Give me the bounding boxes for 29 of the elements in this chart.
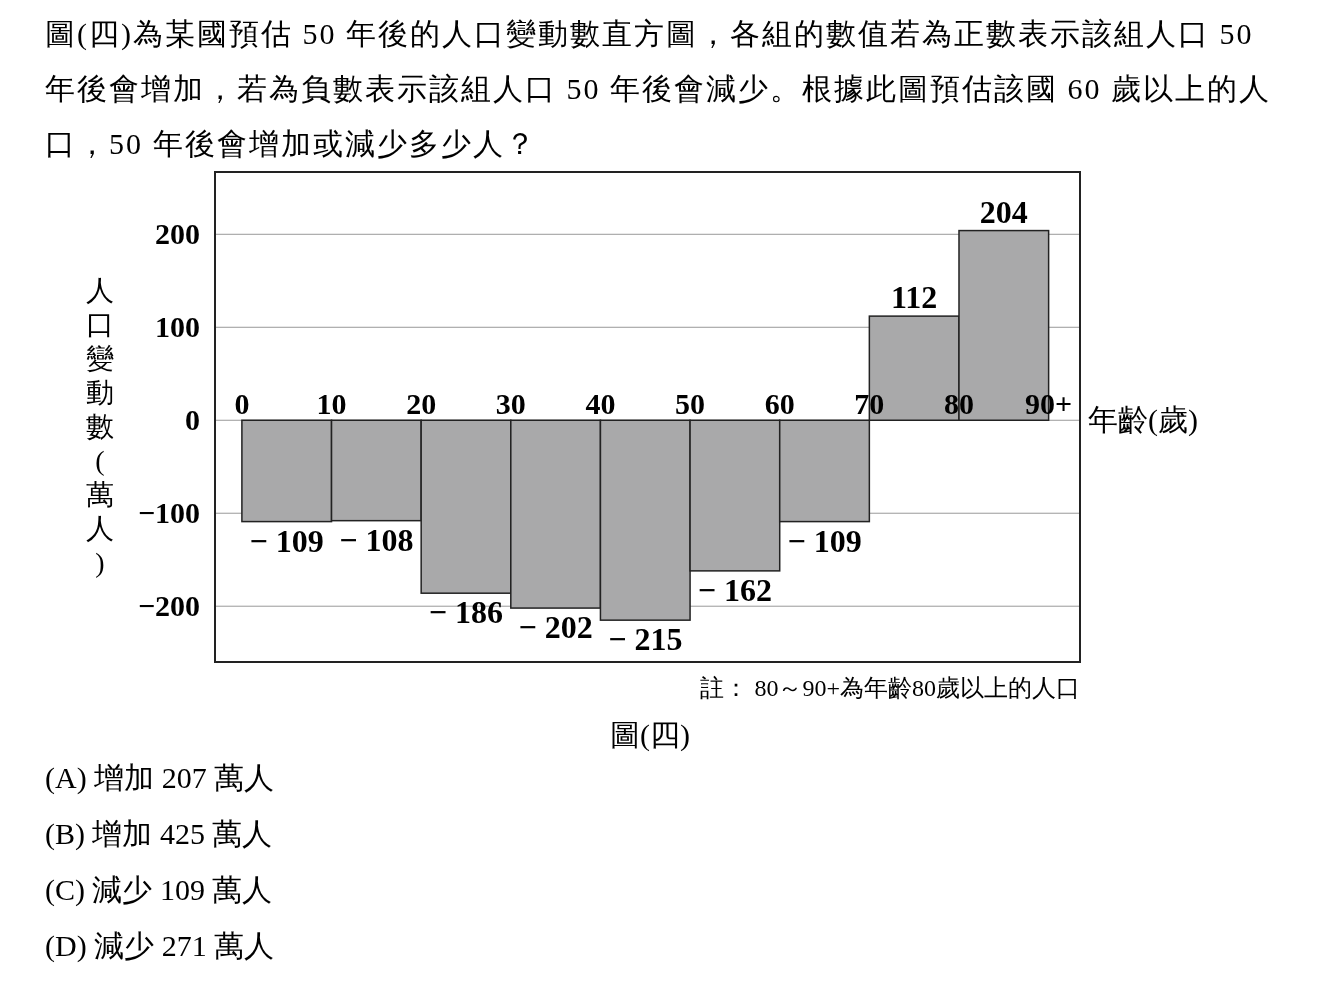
x-tick-label: 20 (406, 387, 437, 421)
text: 人口變動數(萬人) (86, 275, 114, 578)
data-label: − 109 (249, 522, 324, 559)
data-label: − 109 (787, 522, 862, 559)
x-tick-label: 60 (764, 387, 795, 421)
x-tick-label: 40 (585, 387, 616, 421)
y-tick-label: −100 (137, 496, 200, 530)
x-tick-label: 0 (234, 387, 250, 421)
y-tick-label: 200 (155, 217, 200, 251)
data-label: − 215 (608, 621, 683, 658)
text: 註： 80～90+為年齡80歲以上的人口 (700, 675, 1080, 701)
data-label: 112 (891, 279, 938, 316)
chart-title: 圖(四)為某國預估 50 年後的人口變動數直方圖，各組的數值若為正數表示該組人口 50 年後會增加，若為負數表示該組人口 50 年後會減少。根據此圖預估該國 60 歲以上的人口，50 年後會增加或減少多少人？ (45, 16, 1272, 162)
text: (C) 減少 109 萬人 (45, 872, 273, 908)
text: 圖(四) (610, 718, 690, 752)
data-label: − 162 (697, 571, 773, 608)
text: (A) 增加 207 萬人 (45, 760, 275, 796)
y-tick-label: 100 (155, 310, 200, 344)
y-tick-label: −200 (137, 589, 200, 623)
x-axis-title: 年齡(歲) (1088, 403, 1198, 438)
x-tick-label: 10 (316, 387, 347, 421)
data-label: 204 (979, 193, 1028, 230)
text: (D) 減少 271 萬人 (45, 928, 275, 964)
x-tick-label: 50 (675, 387, 706, 421)
data-label: − 202 (518, 609, 593, 646)
text: (B) 增加 425 萬人 (45, 816, 273, 852)
data-label: − 186 (428, 594, 504, 631)
data-label: − 108 (339, 521, 414, 558)
x-tick-label: 30 (495, 387, 526, 421)
